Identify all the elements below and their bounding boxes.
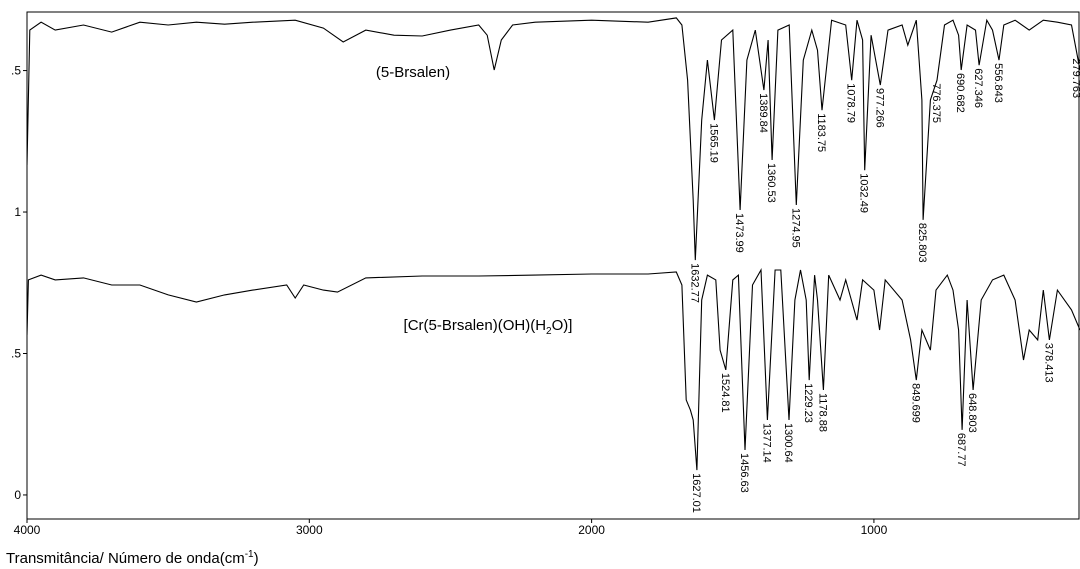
x-tick-label: 3000 [296,523,323,537]
series-label-part: O)] [552,317,573,334]
peak-label: 1032.49 [858,173,870,213]
peak-label: 1627.01 [690,473,702,513]
y-tick-label: 1 [14,205,21,219]
series-label-part: 2 [546,326,552,337]
peak-label: 648.803 [966,393,978,433]
peak-label: 1178.88 [816,393,828,432]
series-label-part: (5-Brsalen) [376,64,450,81]
peak-label: 1377.14 [760,423,772,463]
peak-label: 1632.77 [688,263,700,303]
peak-label: 977.266 [873,88,885,128]
peak-label: 1565.19 [707,123,719,163]
series-label-part: [Cr(5-Brsalen)(OH)(H [404,317,547,334]
x-axis-label-part: Transmitância/ Número de onda(cm [6,550,245,567]
peak-label: 1183.75 [815,113,827,152]
y-tick-label: .5 [11,64,21,78]
peak-label: 1473.99 [733,213,745,253]
peak-label: 1274.95 [789,208,801,248]
x-axis-label-part: -1 [245,549,254,560]
spectrum-line [27,268,1080,471]
peak-label: 1456.63 [738,453,750,493]
y-tick-label: 0 [14,488,21,502]
series-label: (5-Brsalen) [376,64,450,81]
y-tick-label: .5 [11,346,21,360]
peak-label: 849.699 [909,383,921,423]
peak-label: 556.843 [992,63,1004,103]
x-axis-label: Transmitância/ Número de onda(cm-1) [6,549,259,567]
x-tick-label: 2000 [578,523,605,537]
x-axis-label-part: ) [254,550,259,567]
peak-label: 1389.84 [757,93,769,133]
peak-label: 687.77 [955,433,967,467]
peak-label: 1300.64 [782,423,794,463]
peak-label: 627.346 [972,68,984,108]
peak-label: 279.763 [1070,58,1080,98]
peak-label: 690.682 [954,73,966,113]
peak-label: 1360.53 [765,163,777,203]
plot-frame [26,11,1080,520]
spectrum-line [27,17,1080,261]
peak-label: 825.803 [916,223,928,263]
peak-label: 776.375 [930,83,942,123]
x-tick-label: 1000 [861,523,888,537]
peak-label: 1229.23 [802,383,814,423]
x-tick-label: 4000 [14,523,41,537]
plot-area: 1632.77 1565.19 1473.99 1389.84 1360.53 1274.… [27,17,1080,513]
peak-label: 1078.79 [845,83,857,123]
peak-label: 1524.81 [719,373,731,413]
peak-label: 378.413 [1042,343,1054,383]
series-label: [Cr(5-Brsalen)(OH)(H2O)] [404,317,573,337]
